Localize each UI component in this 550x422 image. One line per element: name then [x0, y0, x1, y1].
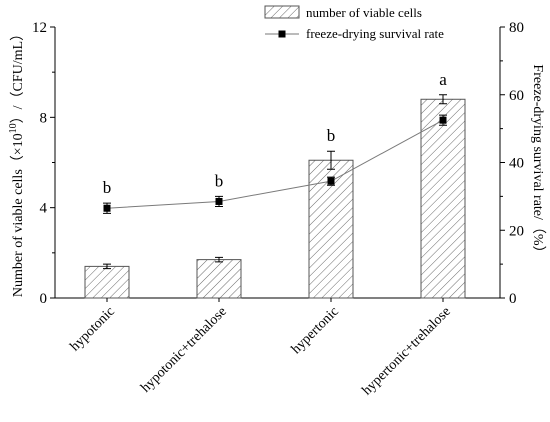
bar-error-2 — [215, 256, 223, 263]
bar-error-1 — [103, 263, 111, 270]
legend-bar-swatch — [264, 5, 300, 19]
legend-line-label: freeze-drying survival rate — [306, 26, 444, 41]
significance-label-4: a — [439, 70, 447, 89]
significance-label-3: b — [327, 126, 336, 145]
left-axis-title-suffix: ）/（CFU/mL） — [10, 27, 26, 123]
bar-1 — [84, 265, 130, 299]
survival-point-3 — [327, 177, 335, 185]
survival-point-1 — [103, 204, 111, 212]
survival-point-4 — [439, 116, 447, 124]
bar-2 — [196, 259, 242, 299]
x-tick-label-1: hypotonic — [68, 304, 118, 354]
left-tick-label-12: 12 — [32, 20, 47, 36]
left-tick-label-8: 8 — [40, 110, 48, 126]
survival-rate-line — [106, 119, 444, 209]
left-tick-label-0: 0 — [40, 291, 48, 307]
legend: number of viable cells freeze-drying sur… — [264, 5, 444, 41]
significance-label-1: b — [103, 178, 112, 197]
right-tick-label-80: 80 — [509, 20, 524, 36]
left-tick-label-4: 4 — [40, 201, 48, 217]
x-tick-label-2: hypotonic+trehalose — [138, 304, 230, 396]
survival-point-2 — [215, 197, 223, 205]
significance-label-2: b — [215, 171, 224, 190]
legend-bar-label: number of viable cells — [306, 5, 422, 20]
right-tick-label-0: 0 — [509, 291, 517, 307]
left-axis-title-exponent: 10 — [8, 123, 19, 133]
bar-errorbars-group — [103, 94, 447, 270]
point-labels-group: b b b a — [103, 70, 447, 197]
legend-line-marker — [278, 30, 286, 38]
bar-error-3 — [327, 150, 335, 170]
right-axis-title: Freeze-drying survival rate/（%） — [530, 64, 546, 259]
x-tick-label-3: hypertonic — [289, 304, 342, 357]
left-axis-title: Number of viable cells（×1010）/（CFU/mL） — [8, 27, 26, 297]
line-series-group — [103, 114, 447, 214]
right-tick-label-40: 40 — [509, 156, 524, 172]
right-tick-label-20: 20 — [509, 223, 524, 239]
right-tick-label-60: 60 — [509, 88, 524, 104]
bars-group — [84, 98, 466, 299]
x-axis-ticks: hypotonic hypotonic+trehalose hypertonic hy… — [68, 298, 454, 398]
left-axis-title-prefix: Number of viable cells（×10 — [10, 133, 26, 297]
left-axis-ticks: 0 4 8 12 — [32, 20, 55, 307]
right-axis-ticks: 0 20 40 60 80 — [500, 20, 524, 307]
x-tick-label-4: hypertonic+trehalose — [360, 304, 454, 398]
bar-error-4 — [439, 94, 447, 105]
